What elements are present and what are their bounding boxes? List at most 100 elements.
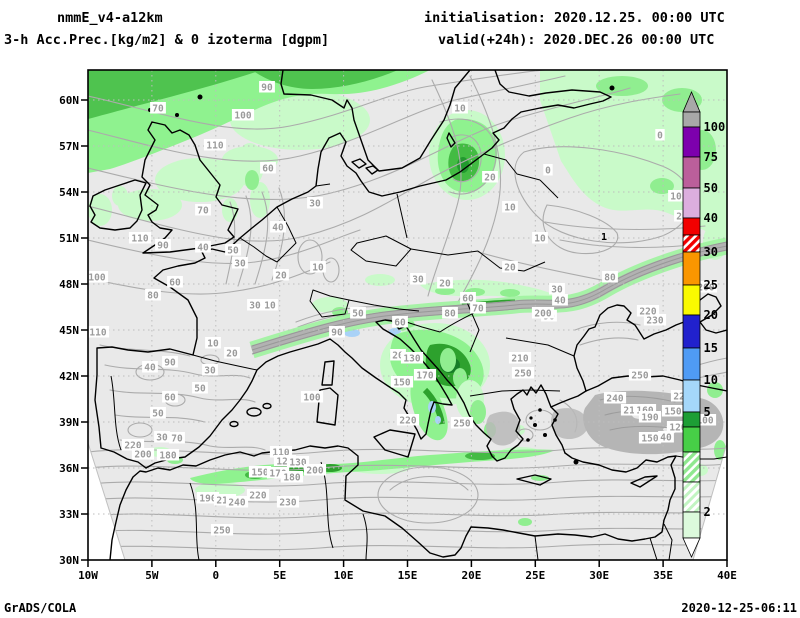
isoline-label: 30 [234, 259, 246, 270]
isoline-label-box [396, 414, 420, 426]
isoline-label-box [213, 494, 237, 506]
isoline-label: 130 [403, 354, 420, 365]
lat-label: 60N [59, 94, 79, 107]
isoline-label: 30 [551, 285, 563, 296]
lat-label: 33N [59, 508, 79, 521]
country-borders [110, 153, 727, 560]
isoline-label: 200 [306, 466, 323, 477]
lon-label: 0 [212, 569, 219, 582]
isoline-label-box [390, 349, 406, 361]
isoline-label: 210 [511, 354, 528, 365]
isoline-label: 70 [152, 104, 164, 115]
lon-label: 5W [145, 569, 159, 582]
isoline-label: 240 [228, 498, 245, 509]
colorbar-segment [682, 156, 701, 189]
isoline-label-box [693, 414, 717, 426]
isoline-label-box [602, 271, 618, 283]
colorbar: 100 75 50 40 30 25 20 15 10 5 2 [682, 90, 726, 558]
isoline-label: 20 [676, 212, 688, 223]
isoline-label-box [88, 326, 110, 338]
colorbar-segment [682, 234, 701, 253]
lat-label: 45N [59, 324, 79, 337]
isoline-label: 230 [279, 498, 296, 509]
isoline-label-box [286, 456, 310, 468]
colorbar-label: 30 [704, 245, 718, 259]
grads-credit: GrADS/COLA [4, 601, 77, 615]
isoline-label-box [460, 292, 476, 304]
isoline-label-box [232, 257, 248, 269]
isoline-label: 120 [276, 457, 293, 468]
isoline-label: 100 [234, 111, 251, 122]
isoline-label-box [260, 162, 276, 174]
isoline-label: 20 [504, 263, 516, 274]
colorbar-label: 75 [704, 150, 718, 164]
isoline-label: 30 [156, 433, 168, 444]
isoline-label: 150 [641, 434, 658, 445]
colorbar-label: 100 [704, 120, 726, 134]
isoline-label: 40 [660, 433, 672, 444]
isoline-label: 70 [171, 434, 183, 445]
isoline-label-box [392, 316, 408, 328]
lon-label: 15E [398, 569, 418, 582]
isoline-label: 90 [331, 328, 343, 339]
isoline-labels: 7090100110603070405040110903020106080100… [88, 81, 718, 537]
isoline-label-box [437, 277, 453, 289]
isoline-label: 20 [484, 173, 496, 184]
isoline-label-box [668, 190, 684, 202]
field-subtitle: 3-h Acc.Prec.[kg/m2] & 0 izoterma [dgpm] [4, 32, 329, 48]
isoline-label-box [210, 524, 234, 536]
isoline-label-box [203, 139, 227, 151]
isoline-label-box [195, 241, 211, 253]
isoline-label-box [246, 489, 270, 501]
isoline-label: 40 [144, 363, 156, 374]
colorbar-segment [682, 411, 701, 428]
isoline-label: 120 [669, 423, 686, 434]
isoline-label-box [549, 283, 565, 295]
isoline-label: 50 [152, 409, 164, 420]
colorbar-segment [682, 347, 701, 381]
colorbar-label: 50 [704, 181, 718, 195]
isoline-label-box [273, 455, 297, 467]
isoline-label: 10 [504, 203, 516, 214]
isoline-label: 10 [264, 301, 276, 312]
isoline-label-box [156, 449, 180, 461]
isoline-label: 180 [159, 451, 176, 462]
lon-label: 30E [589, 569, 609, 582]
isoline-label: 250 [453, 419, 470, 430]
isoline-label-box [638, 432, 662, 444]
map-marks: 1 [601, 232, 607, 243]
isoline-label: 100 [88, 273, 105, 284]
isoline-label-box [442, 307, 458, 319]
isoline-label-box [131, 448, 155, 460]
isoline-label-box [658, 431, 674, 443]
isoline-label-box [192, 382, 208, 394]
isoline-label-box [248, 466, 272, 478]
isoline-label: 220 [639, 307, 656, 318]
coastlines [89, 70, 727, 560]
isoline-label: 110 [272, 448, 289, 459]
lon-label: 10W [78, 569, 98, 582]
isoline-label-box [276, 496, 300, 508]
isoline-label-box [310, 261, 326, 273]
isoline-label: 50 [227, 246, 239, 257]
isoline-label-box [167, 276, 183, 288]
isoline-label: 190 [641, 413, 658, 424]
isoline-label: 50 [352, 309, 364, 320]
isoline-label: 230 [646, 316, 663, 327]
isoline-label-box [674, 210, 690, 222]
lat-label: 48N [59, 278, 79, 291]
isoline-label: 90 [164, 358, 176, 369]
isoline-label-box [638, 411, 662, 423]
lon-label: 25E [525, 569, 545, 582]
isoline-label: 100 [303, 393, 320, 404]
colorbar-segment [682, 426, 701, 453]
isoline-label: 150 [393, 378, 410, 389]
lon-label: 20E [461, 569, 481, 582]
isoline-label-box [552, 294, 568, 306]
isoline-label: 250 [213, 526, 230, 537]
isoline-label-box [643, 314, 667, 326]
isoline-label: 80 [147, 291, 159, 302]
lat-label: 36N [59, 462, 79, 475]
isoline-label: 80 [604, 273, 616, 284]
